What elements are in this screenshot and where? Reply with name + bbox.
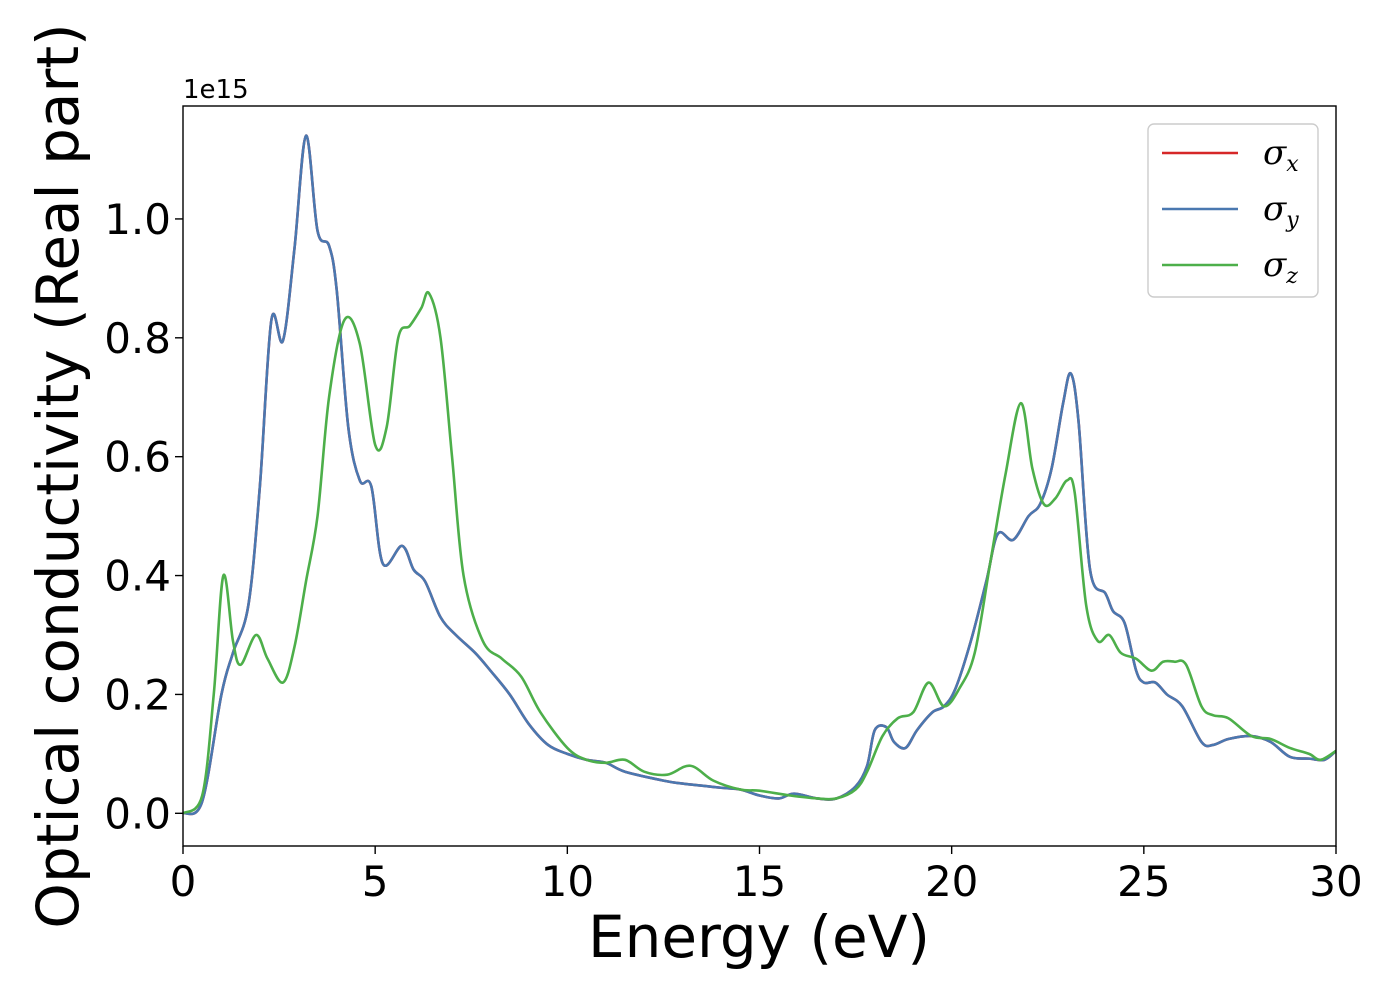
- x-axis-ticks: 0 5 10 15 20 25 30: [170, 846, 1363, 906]
- x-tick-label: 10: [541, 857, 594, 906]
- x-tick-label: 20: [925, 857, 978, 906]
- x-tick-label: 0: [170, 857, 197, 906]
- legend-subscript-x: x: [1286, 152, 1299, 177]
- series-layer: [183, 134, 1336, 816]
- y-tick-label: 0.8: [104, 314, 171, 363]
- x-tick-label: 25: [1117, 857, 1170, 906]
- y-tick-label: 0.2: [104, 670, 171, 719]
- legend-subscript-z: z: [1285, 264, 1298, 289]
- x-axis-title: Energy (eV): [588, 903, 930, 971]
- y-axis-title: Optical conductivity (Real part): [24, 23, 92, 928]
- y-tick-label: 1.0: [104, 195, 171, 244]
- y-tick-label: 0.6: [104, 433, 171, 482]
- y-tick-label: 0.4: [104, 552, 171, 601]
- x-tick-label: 5: [362, 857, 389, 906]
- legend-frame: [1147, 123, 1319, 298]
- y-axis-ticks: 0.0 0.2 0.4 0.6 0.8 1.0: [104, 195, 183, 838]
- y-offset-label: 1e15: [183, 75, 249, 105]
- x-tick-label: 15: [733, 857, 786, 906]
- legend-subscript-y: y: [1285, 208, 1299, 233]
- x-tick-label: 30: [1309, 857, 1362, 906]
- y-tick-label: 0.0: [104, 789, 171, 838]
- series-line-z: [183, 290, 1336, 815]
